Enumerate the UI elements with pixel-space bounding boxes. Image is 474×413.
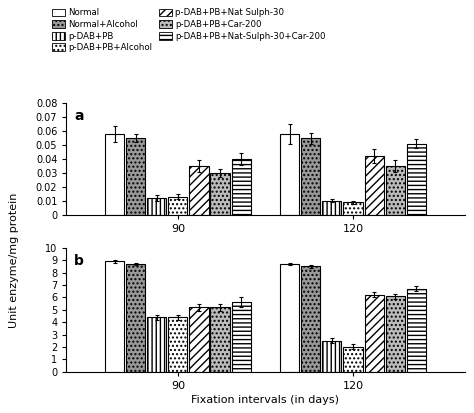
Bar [147,317,166,372]
Bar [168,197,187,215]
Bar [232,159,251,215]
Bar [322,201,341,215]
Bar [210,173,229,215]
Bar [280,264,299,372]
Bar [105,261,124,372]
Bar [105,134,124,215]
Text: b: b [74,254,84,268]
Bar [365,295,383,372]
Bar [344,347,363,372]
Bar [407,144,426,215]
Bar [301,138,320,215]
Bar [190,307,209,372]
Bar [280,134,299,215]
Bar [365,156,383,215]
Bar [210,307,229,372]
Legend: Normal, Normal+Alcohol, p-DAB+PB, p-DAB+PB+Alcohol, p-DAB+PB+Nat Sulph-30, p-DAB: Normal, Normal+Alcohol, p-DAB+PB, p-DAB+… [52,8,326,52]
Bar [232,302,251,372]
Bar [147,198,166,215]
Bar [301,266,320,372]
Text: Unit enzyme/mg protein: Unit enzyme/mg protein [9,192,19,328]
X-axis label: Fixation intervals (in days): Fixation intervals (in days) [191,395,339,405]
Bar [168,317,187,372]
Bar [126,264,145,372]
Bar [407,289,426,372]
Bar [386,296,405,372]
Bar [190,166,209,215]
Bar [386,166,405,215]
Bar [322,341,341,372]
Text: a: a [74,109,84,123]
Bar [344,202,363,215]
Bar [126,138,145,215]
